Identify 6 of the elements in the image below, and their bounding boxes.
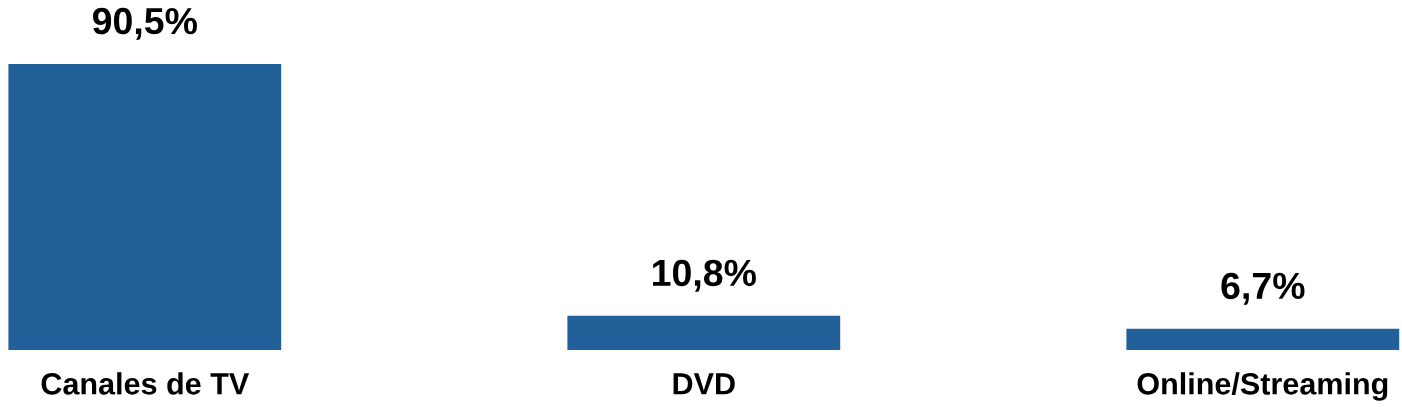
data-label: 10,8% xyxy=(652,259,756,292)
data-label: 90,5% xyxy=(92,7,197,40)
data-label: 6,7% xyxy=(1221,272,1305,305)
x-tick-label: Online/Streaming xyxy=(1137,372,1388,401)
x-tick-label: Canales de TV xyxy=(41,372,250,395)
x-tick-label: DVD xyxy=(673,373,735,395)
